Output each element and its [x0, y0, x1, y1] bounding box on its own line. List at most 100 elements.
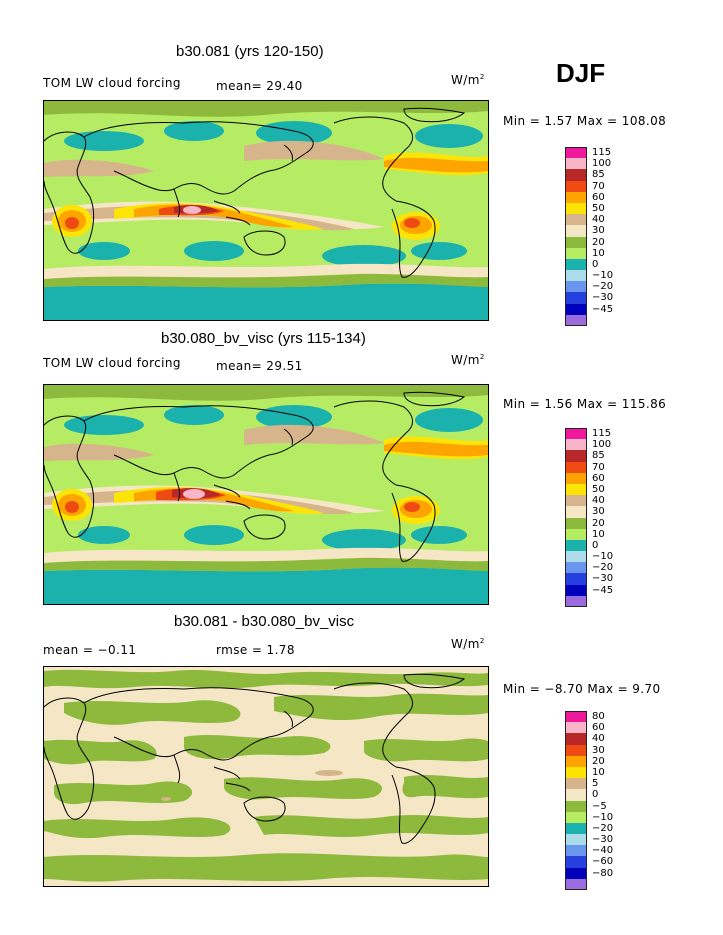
panel-2-units: W/m2 — [451, 353, 485, 367]
legend-label: 70 — [592, 461, 605, 473]
legend-swatch — [565, 450, 587, 462]
legend-label: 20 — [592, 517, 605, 529]
legend-swatch — [565, 822, 587, 835]
legend-label: 100 — [592, 439, 612, 451]
legend-swatch — [565, 506, 587, 518]
legend-swatch — [565, 270, 587, 282]
panel-3-minmax: Min = −8.70 Max = 9.70 — [503, 682, 661, 696]
panel-3-mean-label: mean = −0.11 — [43, 643, 137, 657]
legend-swatch — [565, 158, 587, 170]
legend-swatch — [565, 528, 587, 540]
legend-swatch — [565, 845, 587, 857]
legend-swatch — [565, 789, 587, 801]
legend-label: 115 — [592, 147, 612, 158]
legend-swatch — [565, 247, 587, 259]
legend-swatch — [565, 811, 587, 823]
panel-2-mean-label: mean= 29.51 — [216, 359, 303, 373]
legend-swatch — [565, 303, 587, 315]
legend-label: 10 — [592, 766, 605, 778]
legend-label: −45 — [592, 584, 614, 596]
panel-3-units: W/m2 — [451, 637, 485, 651]
legend-swatch — [565, 202, 587, 215]
panel-1-map — [43, 100, 489, 321]
legend-label: 30 — [592, 744, 605, 756]
panel-1-map-svg — [44, 101, 488, 320]
legend-label: 80 — [592, 711, 605, 722]
legend-label: 40 — [592, 733, 605, 745]
panel-1-title: b30.081 (yrs 120-150) — [176, 43, 324, 60]
panel-2-map — [43, 384, 489, 605]
panel-3-map — [43, 666, 489, 887]
legend-label: 85 — [592, 450, 605, 462]
legend-swatch — [565, 281, 587, 293]
legend-swatch — [565, 744, 587, 756]
legend-swatch — [565, 258, 587, 271]
legend-label: 70 — [592, 180, 605, 192]
legend-swatch — [565, 214, 587, 226]
legend-label: −10 — [592, 270, 614, 282]
legend-label: 0 — [592, 789, 599, 801]
legend-swatch — [565, 562, 587, 574]
legend-label: 0 — [592, 539, 599, 551]
panel-1-mean-label: mean= 29.40 — [216, 79, 303, 93]
legend-label: 60 — [592, 191, 605, 203]
legend-swatch — [565, 483, 587, 496]
legend-label: −10 — [592, 551, 614, 563]
legend-swatch — [565, 517, 587, 529]
legend-swatch — [565, 292, 587, 304]
legend-swatch — [565, 733, 587, 745]
legend-label: 50 — [592, 483, 605, 495]
legend-swatch — [565, 595, 587, 607]
legend-label: 100 — [592, 158, 612, 170]
legend-swatch — [565, 539, 587, 552]
legend-swatch — [565, 472, 587, 484]
legend-label: 10 — [592, 528, 605, 540]
season-label: DJF — [556, 58, 606, 88]
legend-label: −20 — [592, 281, 614, 293]
legend-swatch — [565, 461, 587, 473]
legend-label: −30 — [592, 573, 614, 585]
legend-swatch — [565, 856, 587, 868]
legend-label: 85 — [592, 169, 605, 181]
panel-1-units: W/m2 — [451, 73, 485, 87]
legend-label: −40 — [592, 845, 614, 857]
legend-label: 5 — [592, 778, 599, 790]
legend-label: 60 — [592, 722, 605, 734]
legend-label: 0 — [592, 258, 599, 270]
legend-label: −5 — [592, 800, 607, 812]
legend-swatch — [565, 766, 587, 779]
legend-swatch — [565, 180, 587, 192]
legend-label: 10 — [592, 247, 605, 259]
legend-label: 40 — [592, 495, 605, 507]
panel-1-minmax: Min = 1.57 Max = 108.08 — [503, 114, 667, 128]
legend-swatch — [565, 573, 587, 585]
legend-label: 60 — [592, 472, 605, 484]
legend-label: −60 — [592, 856, 614, 868]
legend-swatch — [565, 147, 587, 159]
panel-3-map-svg — [44, 667, 488, 886]
legend-swatch — [565, 584, 587, 596]
legend-label: 30 — [592, 506, 605, 518]
legend-label: −10 — [592, 811, 614, 823]
panel-2-map-svg — [44, 385, 488, 604]
legend-swatch — [565, 878, 587, 890]
legend-swatch — [565, 439, 587, 451]
panel-3-rmse-label: rmse = 1.78 — [216, 643, 295, 657]
legend-label: −80 — [592, 867, 614, 879]
legend-label: −30 — [592, 292, 614, 304]
legend-swatch — [565, 551, 587, 563]
legend-swatch — [565, 722, 587, 734]
legend-label: 50 — [592, 202, 605, 214]
legend-swatch — [565, 169, 587, 181]
legend-label: −20 — [592, 562, 614, 574]
legend-swatch — [565, 867, 587, 879]
legend-label: −45 — [592, 303, 614, 315]
legend-swatch — [565, 225, 587, 237]
legend-label: −20 — [592, 822, 614, 834]
panel-3-title: b30.081 - b30.080_bv_visc — [174, 613, 355, 630]
legend-label: −30 — [592, 834, 614, 846]
legend-swatch — [565, 236, 587, 248]
legend-swatch — [565, 755, 587, 767]
legend-swatch — [565, 428, 587, 440]
legend-swatch — [565, 834, 587, 846]
